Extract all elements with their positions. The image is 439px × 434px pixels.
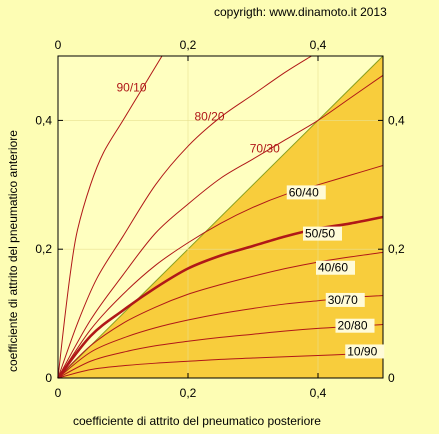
series-label: 90/10 (117, 80, 147, 94)
x-tick-label-top: 0,2 (180, 38, 197, 52)
series-label: 70/30 (250, 142, 280, 156)
y-tick-label-right: 0 (388, 371, 395, 385)
y-tick-label-right: 0,2 (388, 242, 405, 256)
series-label-box (325, 292, 365, 307)
x-tick-label-bottom: 0,2 (180, 386, 197, 400)
series-label: 40/60 (318, 261, 348, 275)
series-label: 50/50 (305, 227, 335, 241)
series-label: 60/40 (289, 185, 319, 199)
series-label: 30/70 (328, 293, 358, 307)
series-label: 80/20 (195, 109, 225, 123)
y-tick-label-left: 0,2 (35, 242, 52, 256)
series-line-80-20 (57, 55, 312, 379)
series-line-40-60 (57, 251, 384, 379)
y-tick-label-left: 0 (45, 371, 52, 385)
series-line-60-40 (57, 165, 384, 379)
x-tick-label-bottom: 0,4 (310, 386, 327, 400)
series-label-box (335, 318, 375, 333)
y-tick-label-right: 0,4 (388, 113, 405, 127)
x-tick-label-top: 0,4 (310, 38, 327, 52)
series-label-box (345, 344, 385, 359)
y-axis-title: coefficiente di attrito del pneumatico a… (6, 130, 20, 372)
series-label-box (303, 226, 342, 241)
diagonal-line (57, 55, 384, 379)
x-tick-label-bottom: 0 (55, 386, 62, 400)
x-axis-title: coefficiente di attrito del pneumatico p… (73, 414, 321, 428)
series-label-box (316, 260, 355, 275)
x-tick-label-top: 0 (55, 38, 62, 52)
y-tick-label-left: 0,4 (35, 113, 52, 127)
copyright-text: copyrigth: www.dinamoto.it 2013 (214, 5, 387, 19)
series-label: 10/90 (347, 344, 377, 358)
series-line-70-30 (57, 74, 384, 379)
series-label: 20/80 (338, 319, 368, 333)
plot-frame (57, 55, 384, 379)
series-line-20-80 (57, 324, 384, 379)
series-line-10-90 (57, 352, 384, 379)
series-line-90-10 (57, 55, 163, 379)
series-label-box (286, 185, 326, 200)
